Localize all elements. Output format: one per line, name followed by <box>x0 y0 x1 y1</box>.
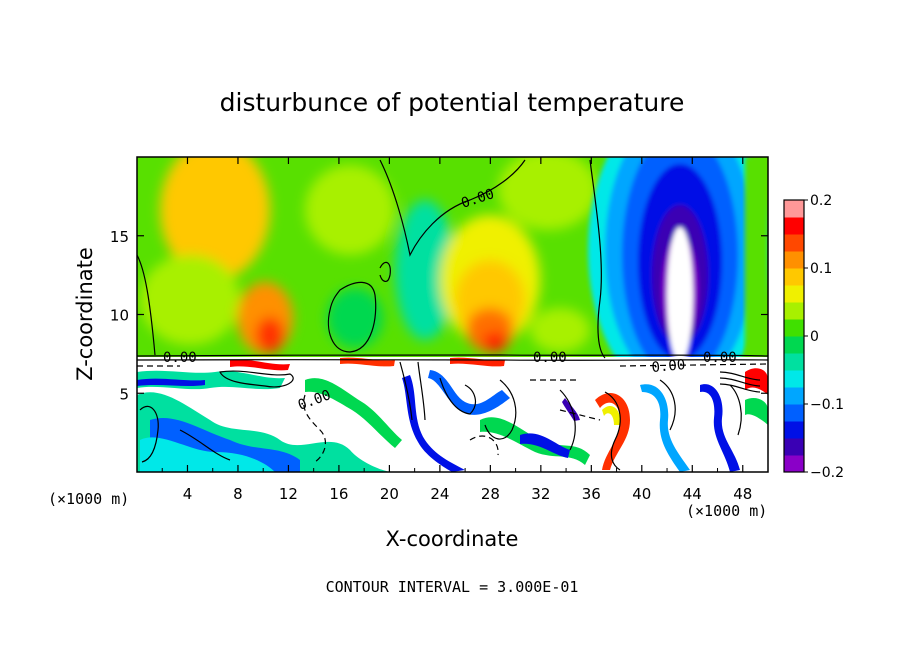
x-tick-label: 44 <box>683 485 702 503</box>
chart-title: disturbunce of potential temperature <box>220 88 685 117</box>
colorbar-segment <box>784 319 804 337</box>
upper-field <box>137 157 768 357</box>
colorbar-segment <box>784 336 804 354</box>
x-tick-label: 4 <box>183 485 193 503</box>
x-tick-label: 28 <box>481 485 500 503</box>
x-tick-label: 12 <box>279 485 298 503</box>
colorbar-segment <box>784 421 804 439</box>
colorbar-segment <box>784 370 804 388</box>
colorbar-segment <box>784 404 804 422</box>
colorbar-segment <box>784 353 804 371</box>
x-axis-label: X-coordinate <box>386 527 519 551</box>
x-unit-label-right: (×1000 m) <box>686 502 767 520</box>
x-tick-label: 20 <box>380 485 399 503</box>
colorbar-tick-label: −0.1 <box>810 397 844 413</box>
colorbar-ticks: 0.2 0.1 0 −0.1 −0.2 <box>804 193 844 481</box>
x-tick-label: 48 <box>733 485 752 503</box>
colorbar-segment <box>784 438 804 456</box>
y-tick-label: 10 <box>110 307 129 325</box>
contour-lines <box>137 159 768 471</box>
colorbar-segment <box>784 268 804 286</box>
x-tick-label: 40 <box>632 485 651 503</box>
colorbar-segment <box>784 455 804 473</box>
contour-label: 0.00 <box>651 357 686 376</box>
x-unit-label-left: (×1000 m) <box>48 490 129 508</box>
colorbar-tick-label: 0 <box>810 329 819 345</box>
x-tick-label: 16 <box>329 485 348 503</box>
colorbar-tick-label: 0.2 <box>810 193 832 209</box>
x-tick-label: 36 <box>582 485 601 503</box>
contour-label: 0.00 <box>533 350 567 366</box>
colorbar <box>783 199 805 473</box>
plot-area <box>137 157 768 472</box>
colorbar-tick-label: 0.1 <box>810 261 832 277</box>
contour-label: 0.00 <box>163 350 197 366</box>
y-axis: 5 10 15 <box>110 228 768 403</box>
y-axis-label: Z-coordinate <box>73 247 97 381</box>
x-tick-label: 32 <box>531 485 550 503</box>
colorbar-segment <box>784 285 804 303</box>
colorbar-segment <box>784 217 804 235</box>
y-tick-label: 15 <box>110 228 129 246</box>
colorbar-segment <box>784 200 804 218</box>
colorbar-segment <box>784 234 804 252</box>
colorbar-segment <box>784 251 804 269</box>
colorbar-tick-label: −0.2 <box>810 465 844 481</box>
y-tick-label: 5 <box>119 385 129 403</box>
colorbar-segment <box>784 387 804 405</box>
contour-label: 0.00 <box>703 350 737 366</box>
x-axis: 4 8 12 16 20 24 28 32 36 40 44 48 <box>161 157 752 503</box>
contour-interval-note: CONTOUR INTERVAL = 3.000E-01 <box>326 578 579 596</box>
x-tick-label: 24 <box>430 485 449 503</box>
x-tick-label: 8 <box>233 485 243 503</box>
colorbar-segment <box>784 302 804 320</box>
